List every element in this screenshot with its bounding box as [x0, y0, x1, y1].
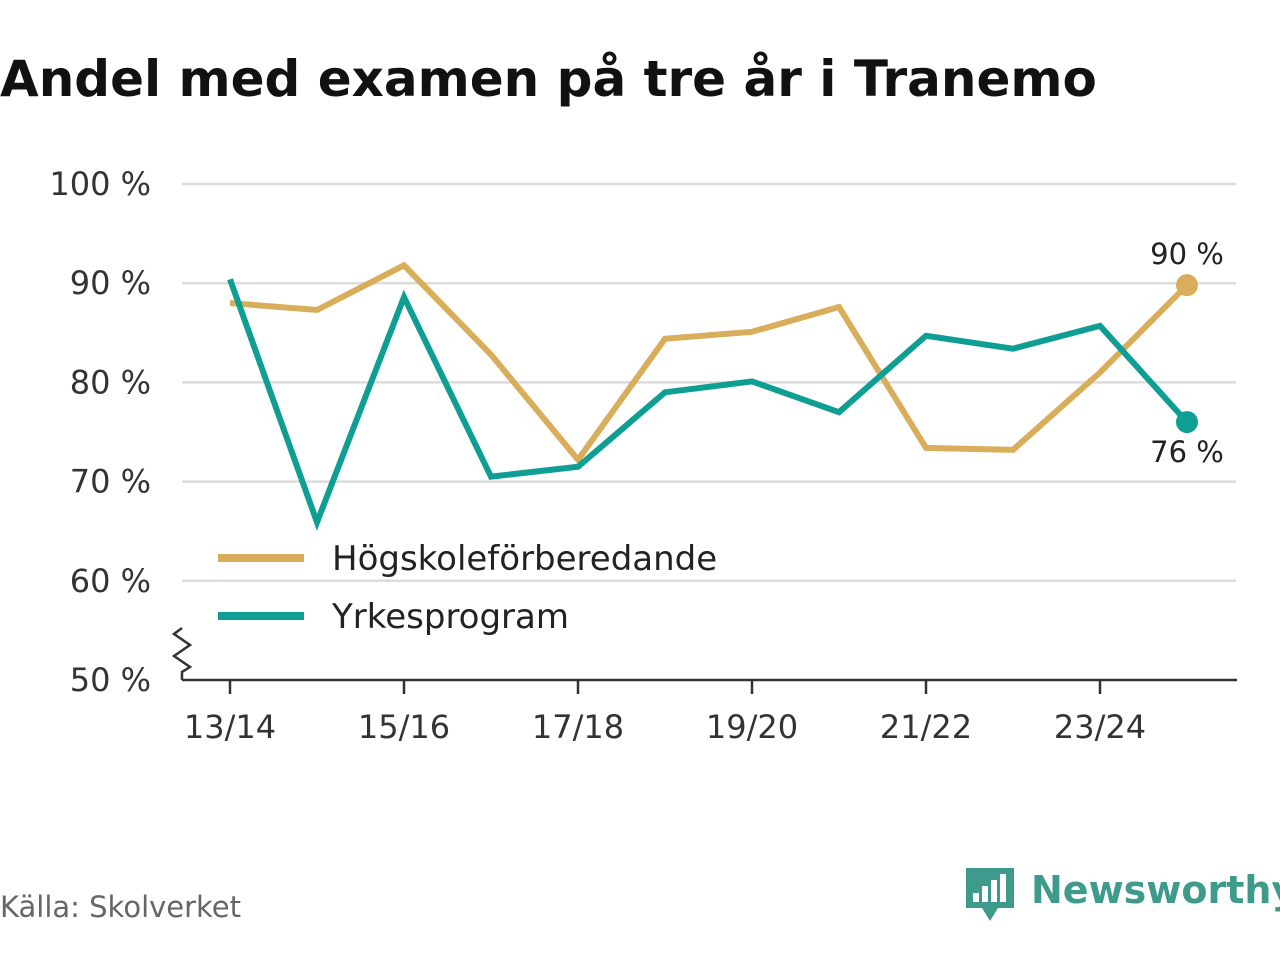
series-layer	[227, 261, 1198, 531]
series-end-point	[1176, 411, 1198, 434]
grid	[182, 182, 1236, 583]
axis-break-marker	[171, 627, 193, 680]
y-tick-label: 70 %	[70, 463, 151, 501]
x-axis: 13/14 15/16 17/18 19/20 21/22 23/24	[171, 627, 1237, 746]
end-labels: 90 % 76 %	[1150, 237, 1224, 469]
legend-label: Yrkesprogram	[331, 597, 569, 637]
y-tick-label: 80 %	[70, 363, 151, 401]
x-tick-label: 17/18	[532, 708, 624, 746]
chart-title: Andel med examen på tre år i Tranemo	[0, 50, 1097, 108]
legend: Högskoleförberedande Yrkesprogram	[206, 532, 758, 637]
legend-label: Högskoleförberedande	[332, 539, 717, 579]
series-end-point	[1176, 274, 1198, 297]
x-tick-label: 19/20	[706, 708, 798, 746]
y-tick-label: 50 %	[70, 661, 151, 699]
source-text: Källa: Skolverket	[0, 890, 241, 924]
y-tick-label: 90 %	[70, 264, 151, 302]
end-value-label: 90 %	[1150, 237, 1224, 271]
x-tick-label: 23/24	[1054, 708, 1146, 746]
y-axis: 50 % 60 % 70 % 80 % 90 % 100 %	[49, 165, 151, 699]
x-tick-label: 13/14	[184, 708, 276, 746]
brand-name: Newsworthy	[1031, 868, 1280, 912]
brand-logo: Newsworthy	[966, 868, 1280, 921]
x-tick-label: 21/22	[880, 708, 972, 746]
bar-chart-speech-bubble-icon	[966, 868, 1014, 921]
y-tick-label: 60 %	[70, 562, 151, 600]
end-value-label: 76 %	[1150, 435, 1224, 469]
y-tick-label: 100 %	[49, 165, 151, 203]
x-tick-label: 15/16	[358, 708, 450, 746]
series-line	[227, 278, 1190, 531]
series-line	[229, 261, 1190, 465]
